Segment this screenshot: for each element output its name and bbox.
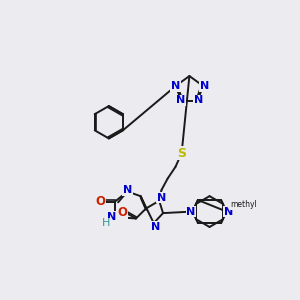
Text: N: N [157,193,166,203]
Text: H: H [101,218,110,228]
Text: O: O [117,206,127,219]
Text: N: N [194,95,203,105]
Text: N: N [171,81,180,92]
Text: N: N [123,185,132,195]
Text: methyl: methyl [230,200,257,209]
Text: N: N [176,95,185,105]
Text: N: N [186,207,196,217]
Text: N: N [176,95,185,105]
Text: S: S [177,146,186,160]
Text: N: N [171,81,180,92]
Text: N: N [107,212,116,222]
Text: O: O [95,195,105,208]
Text: N: N [224,207,233,217]
Text: N: N [186,207,196,217]
Text: N: N [107,212,116,222]
Text: N: N [200,81,209,92]
Text: N: N [151,222,160,232]
Text: N: N [200,81,209,92]
Text: N: N [194,95,203,105]
Text: O: O [117,206,127,219]
Text: N: N [224,207,233,217]
Text: methyl: methyl [230,200,257,209]
Text: O: O [95,195,105,208]
Text: H: H [101,218,110,228]
Text: N: N [151,222,160,232]
Text: N: N [157,193,166,203]
Text: S: S [177,146,186,160]
Text: N: N [123,185,132,195]
